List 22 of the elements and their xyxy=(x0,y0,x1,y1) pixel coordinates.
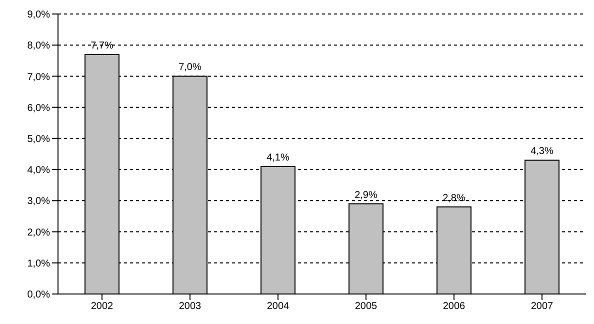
x-tick-label: 2006 xyxy=(442,301,466,312)
data-label: 7,7% xyxy=(90,40,114,52)
data-label: 2,8% xyxy=(442,192,466,204)
y-tick-label: 2,0% xyxy=(27,227,50,238)
y-tick-label: 0,0% xyxy=(27,290,50,301)
x-tick-label: 2004 xyxy=(266,301,290,312)
y-tick-label: 1,0% xyxy=(27,258,50,270)
y-tick-label: 3,0% xyxy=(27,196,50,208)
x-tick-label: 2005 xyxy=(354,301,378,312)
y-tick-label: 7,0% xyxy=(27,72,50,83)
y-tick-label: 9,0% xyxy=(27,10,50,21)
data-label: 7,0% xyxy=(178,62,202,74)
y-tick-label: 6,0% xyxy=(27,102,50,114)
x-tick-label: 2003 xyxy=(178,301,202,312)
data-label: 2,9% xyxy=(354,190,378,201)
x-tick-label: 2007 xyxy=(530,301,554,312)
x-tick-label: 2002 xyxy=(90,301,114,312)
y-tick-label: 5,0% xyxy=(27,134,50,145)
y-tick-label: 4,0% xyxy=(27,165,50,176)
data-label: 4,1% xyxy=(266,152,290,164)
data-label: 4,3% xyxy=(530,146,554,158)
y-tick-label: 8,0% xyxy=(27,40,50,52)
